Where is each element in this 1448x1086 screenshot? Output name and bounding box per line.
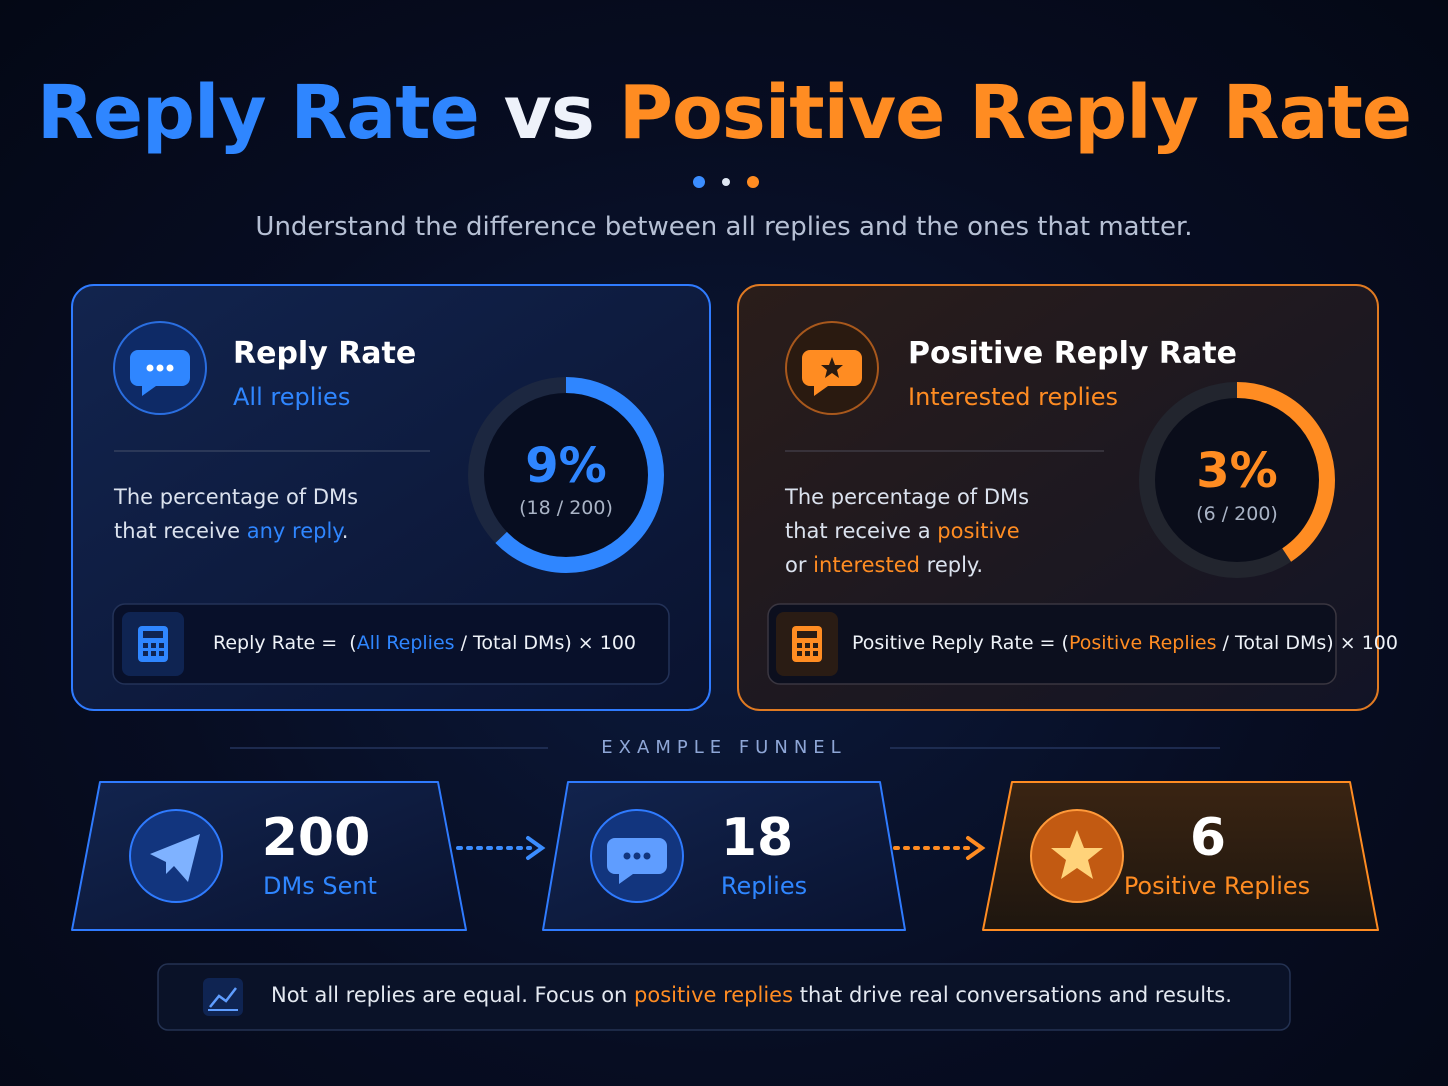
- highlight-text: positive replies: [634, 983, 794, 1007]
- formula: Positive Reply Rate = (Positive Replies …: [852, 632, 1398, 654]
- subtitle: Understand the difference between all re…: [255, 212, 1193, 242]
- title: Reply Rate vs Positive Reply Rate: [0, 70, 1448, 156]
- funnel-value: 18: [720, 808, 794, 868]
- card-description: The percentage of DMs that receive a pos…: [785, 480, 1040, 582]
- formula: Reply Rate = (All Replies / Total DMs) ×…: [213, 632, 636, 654]
- card-subtitle: All replies: [233, 383, 351, 411]
- card-title: Positive Reply Rate: [908, 336, 1237, 371]
- text: The percentage of DMs that receive: [114, 485, 365, 543]
- text: or: [785, 519, 1027, 577]
- text: / Total DMs) × 100: [454, 632, 637, 654]
- percent: 3%: [1196, 443, 1278, 499]
- text: Not all replies are equal. Focus on: [271, 983, 635, 1007]
- text: / Total DMs) × 100: [1216, 632, 1398, 654]
- footer-note: Not all replies are equal. Focus on posi…: [271, 983, 1232, 1007]
- highlight-text: positive: [937, 519, 1020, 543]
- text: reply.: [920, 553, 984, 577]
- text: The percentage of DMs that receive a: [785, 485, 1036, 543]
- text: that drive real conversations and result…: [793, 983, 1232, 1007]
- card-description: The percentage of DMs that receive any r…: [114, 480, 369, 548]
- title-right: Positive Reply Rate: [618, 70, 1412, 156]
- funnel-value: 6: [1189, 808, 1227, 868]
- text: Reply Rate = (: [213, 632, 357, 654]
- card-title: Reply Rate: [233, 336, 417, 371]
- card-subtitle: Interested replies: [908, 383, 1119, 411]
- title-mid: vs: [503, 70, 595, 156]
- text: .: [341, 519, 349, 543]
- text: Positive Reply Rate = (: [852, 632, 1069, 654]
- funnel-label: Replies: [720, 872, 808, 900]
- funnel-value: 200: [261, 808, 371, 868]
- highlight-text: any reply: [246, 519, 342, 543]
- percent: 9%: [525, 438, 607, 494]
- highlight-text: All Replies: [356, 632, 455, 654]
- ratio: (18 / 200): [519, 497, 613, 519]
- funnel-label: Positive Replies: [1123, 872, 1311, 900]
- funnel-label: DMs Sent: [263, 872, 377, 900]
- title-left: Reply Rate: [36, 70, 480, 156]
- highlight-text: interested: [813, 553, 920, 577]
- highlight-text: Positive Replies: [1068, 632, 1217, 654]
- ratio: (6 / 200): [1196, 503, 1278, 525]
- section-label: EXAMPLE FUNNEL: [601, 737, 847, 758]
